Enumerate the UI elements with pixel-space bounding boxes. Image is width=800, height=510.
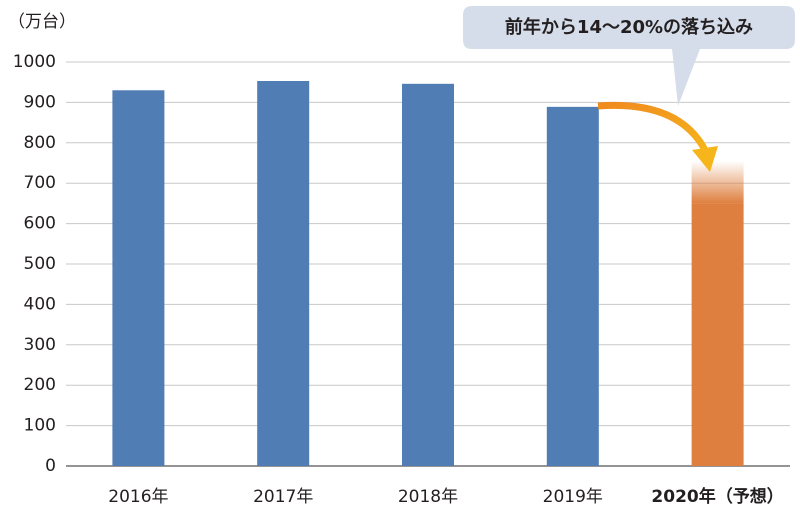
- x-tick-label: 2020年（予想）: [651, 486, 783, 507]
- arrow-head: [692, 146, 718, 172]
- y-tick-label: 600: [24, 214, 56, 234]
- y-tick-label: 1000: [13, 52, 56, 72]
- y-tick-label: 0: [45, 456, 56, 476]
- y-tick-label: 300: [24, 335, 56, 355]
- x-tick-label: 2017年: [253, 487, 313, 507]
- x-tick-label: 2018年: [398, 487, 458, 507]
- x-tick-label: 2016年: [108, 487, 168, 507]
- unit-label: （万台）: [8, 12, 76, 32]
- y-tick-label: 100: [24, 416, 56, 436]
- callout-bubble: [463, 6, 795, 106]
- bar: [257, 80, 310, 466]
- bar: [112, 90, 165, 466]
- arrow: [597, 101, 710, 154]
- forecast-range: [691, 160, 744, 204]
- y-tick-label: 700: [24, 173, 56, 193]
- annotation: 前年から14～20%の落ち込み: [505, 16, 753, 38]
- x-tick-label: 2019年: [543, 487, 603, 507]
- y-tick-label: 200: [24, 375, 56, 395]
- y-tick-label: 800: [24, 133, 56, 153]
- y-tick-label: 500: [24, 254, 56, 274]
- y-tick-label: 400: [24, 294, 56, 314]
- bar: [546, 106, 599, 467]
- y-tick-label: 900: [24, 92, 56, 112]
- bar: [691, 203, 744, 466]
- bar: [402, 83, 454, 466]
